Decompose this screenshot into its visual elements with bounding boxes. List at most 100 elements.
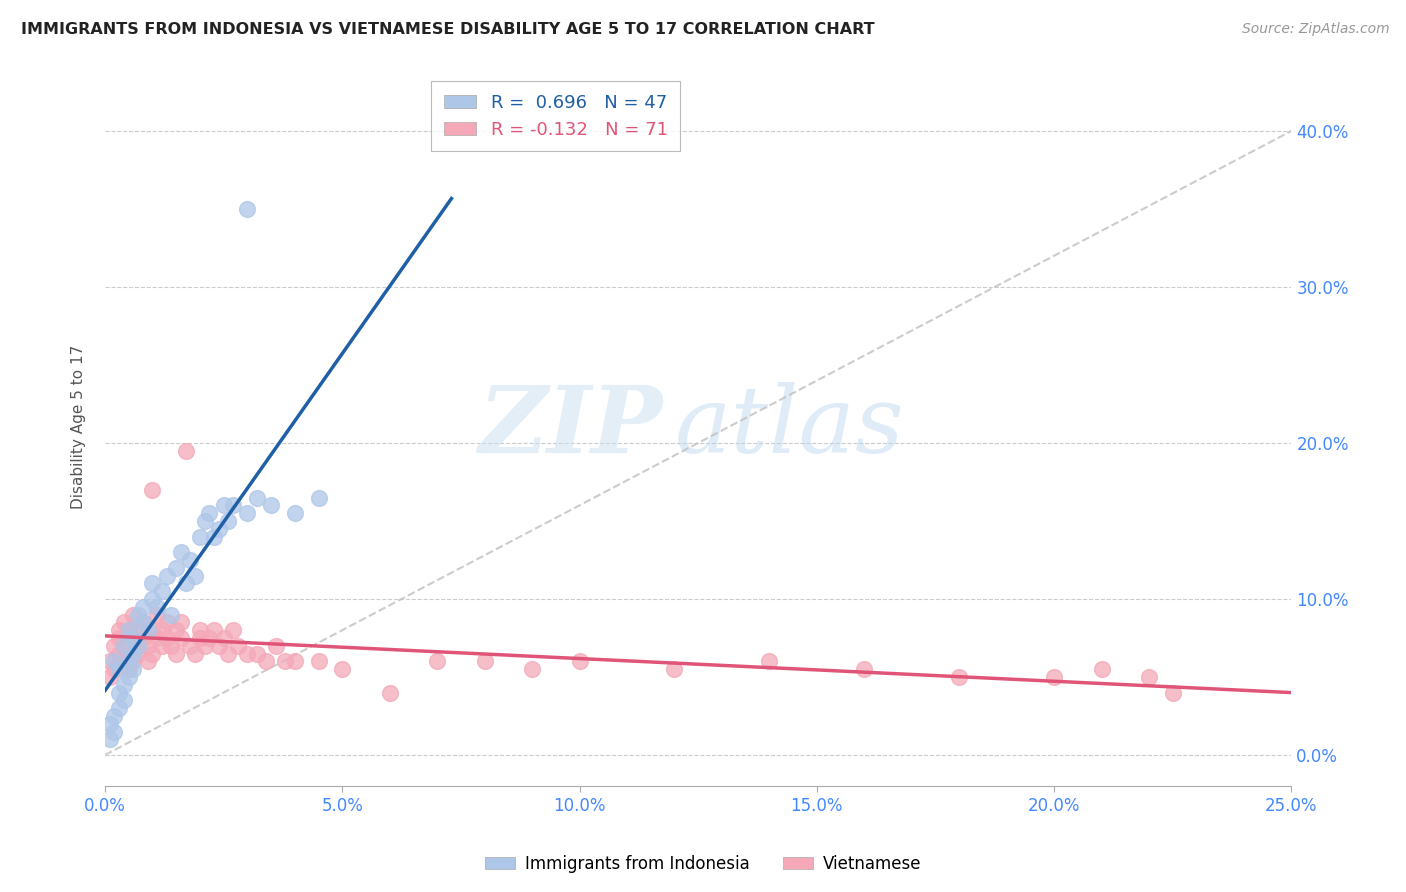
Point (236, 202, 259, 216)
Point (165, 560, 187, 574)
Point (264, 639, 287, 653)
Point (108, 623, 131, 637)
Point (141, 483, 163, 497)
Point (246, 491, 269, 505)
Point (179, 553, 201, 567)
Point (208, 522, 231, 536)
Point (520, 662, 543, 676)
Point (118, 647, 141, 661)
Point (112, 639, 135, 653)
Point (174, 576, 197, 591)
Point (141, 576, 163, 591)
Point (1091, 662, 1114, 676)
Point (146, 607, 169, 622)
Point (188, 529, 211, 543)
Point (103, 724, 125, 739)
Point (156, 568, 179, 582)
Point (568, 654, 591, 668)
Point (274, 654, 297, 668)
Point (212, 631, 235, 645)
Point (246, 647, 269, 661)
Point (112, 693, 135, 707)
Point (132, 631, 155, 645)
Legend: R =  0.696   N = 47, R = -0.132   N = 71: R = 0.696 N = 47, R = -0.132 N = 71 (432, 81, 681, 152)
Point (150, 639, 173, 653)
Point (160, 639, 183, 653)
Point (103, 639, 125, 653)
Point (202, 623, 225, 637)
Point (112, 615, 135, 630)
Point (474, 654, 496, 668)
Point (330, 662, 353, 676)
Point (136, 623, 159, 637)
Point (146, 599, 169, 614)
Point (127, 623, 149, 637)
Point (208, 639, 231, 653)
Point (122, 654, 145, 668)
Point (226, 639, 249, 653)
Point (217, 514, 239, 528)
Point (150, 623, 173, 637)
Point (150, 584, 173, 599)
Point (118, 662, 141, 676)
Point (184, 647, 207, 661)
Point (141, 591, 163, 606)
Point (194, 639, 217, 653)
Point (1161, 685, 1184, 699)
Point (103, 654, 125, 668)
Text: ZIP: ZIP (478, 383, 662, 473)
Point (160, 607, 183, 622)
Point (1137, 670, 1160, 684)
Point (132, 615, 155, 630)
Point (194, 514, 217, 528)
Point (122, 631, 145, 645)
Point (98, 654, 121, 668)
Point (236, 647, 259, 661)
Point (146, 631, 169, 645)
Point (308, 654, 330, 668)
Point (108, 647, 131, 661)
Point (198, 506, 221, 520)
Point (426, 654, 449, 668)
Point (165, 623, 187, 637)
Point (170, 545, 193, 559)
Point (103, 709, 125, 723)
Point (132, 615, 155, 630)
Point (156, 615, 179, 630)
Text: Source: ZipAtlas.com: Source: ZipAtlas.com (1241, 22, 1389, 37)
Point (141, 647, 163, 661)
Point (174, 443, 197, 458)
Point (664, 662, 686, 676)
Point (188, 623, 211, 637)
Text: atlas: atlas (675, 383, 904, 473)
Point (98, 716, 121, 731)
Point (136, 654, 159, 668)
Point (222, 499, 245, 513)
Point (284, 506, 307, 520)
Point (127, 639, 149, 653)
Point (184, 568, 207, 582)
Point (308, 491, 330, 505)
Point (170, 631, 193, 645)
Point (112, 639, 135, 653)
Point (212, 499, 235, 513)
Point (284, 654, 307, 668)
Point (853, 662, 876, 676)
Point (948, 670, 970, 684)
Point (112, 654, 135, 668)
Point (758, 654, 780, 668)
Point (103, 662, 125, 676)
Point (108, 662, 131, 676)
Point (236, 506, 259, 520)
Point (98, 670, 121, 684)
Point (188, 631, 211, 645)
Y-axis label: Disability Age 5 to 17: Disability Age 5 to 17 (72, 345, 86, 509)
Point (217, 647, 239, 661)
Point (108, 631, 131, 645)
Point (122, 662, 145, 676)
Point (132, 599, 155, 614)
Legend: Immigrants from Indonesia, Vietnamese: Immigrants from Indonesia, Vietnamese (478, 848, 928, 880)
Point (254, 654, 277, 668)
Point (170, 615, 193, 630)
Point (156, 631, 179, 645)
